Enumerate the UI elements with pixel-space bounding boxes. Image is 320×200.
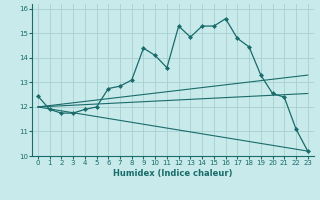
X-axis label: Humidex (Indice chaleur): Humidex (Indice chaleur) xyxy=(113,169,233,178)
